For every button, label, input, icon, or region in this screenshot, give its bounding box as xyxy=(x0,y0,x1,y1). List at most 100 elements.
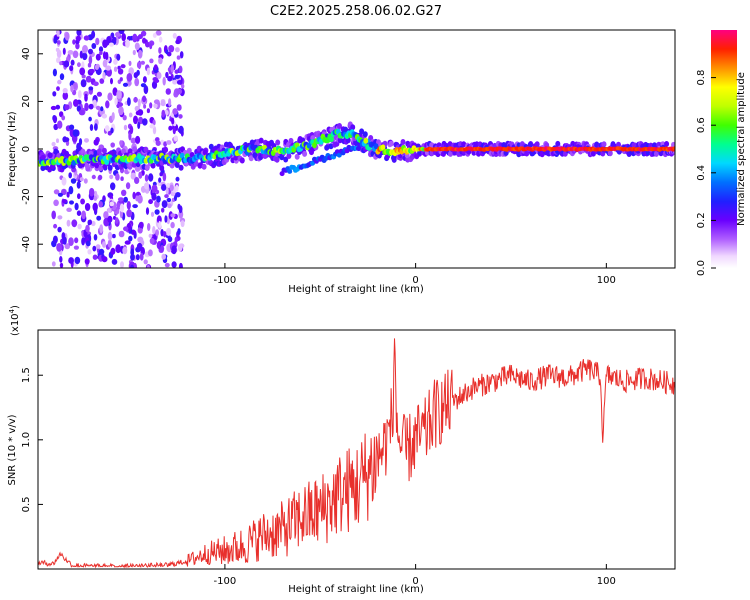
spectrogram-y-tick-label: 40 xyxy=(21,47,32,60)
spectrogram-noise-cell xyxy=(130,264,134,268)
spectrogram-noise-cell xyxy=(146,264,150,268)
spectrogram-noise-cell xyxy=(88,86,94,91)
spectrogram-noise-cell xyxy=(128,112,133,118)
spectrogram-noise-cell xyxy=(136,242,143,251)
spectrogram-halo-cell xyxy=(96,148,102,155)
spectrogram-noise-cell xyxy=(62,47,66,55)
snr-series-line xyxy=(38,338,675,569)
spectrogram-noise-cell xyxy=(56,86,60,91)
spectrogram-noise-cell xyxy=(160,245,165,253)
spectrogram-noise-cell xyxy=(148,249,153,257)
spectrogram-noise-cell xyxy=(79,177,84,182)
snr-x-label: Height of straight line (km) xyxy=(288,584,424,595)
spectrogram-noise-cell xyxy=(59,262,64,268)
spectrogram-noise-cell xyxy=(153,103,158,109)
spectrogram-noise-cell xyxy=(87,62,92,68)
spectrogram-noise-cell xyxy=(161,184,167,191)
snr-x-ticks: -100 0 100 xyxy=(214,564,616,587)
spectrogram-noise-cell xyxy=(99,78,105,84)
spectrogram-noise-cell xyxy=(145,207,150,215)
spectrogram-halo-cell xyxy=(239,157,245,164)
spectrogram-noise-cell xyxy=(72,50,79,59)
spectrogram-noise-cell xyxy=(70,178,77,184)
spectrogram-noise-cell xyxy=(140,60,145,65)
spectrogram-noise-cell xyxy=(104,125,110,132)
spectrogram-noise-cell xyxy=(57,79,62,85)
spectrogram-noise-cell xyxy=(122,82,129,87)
spectrogram-halo-cell xyxy=(201,163,207,170)
spectrogram-noise-cell xyxy=(132,204,138,209)
spectrogram-noise-cell xyxy=(168,98,172,107)
spectrogram-noise-cell xyxy=(142,118,148,126)
spectrogram-noise-cell xyxy=(143,259,148,265)
spectrogram-noise-cell xyxy=(84,102,89,112)
spectrogram-noise-cell xyxy=(161,109,166,118)
spectrogram-noise-cell xyxy=(55,47,60,53)
spectrogram-noise-cell xyxy=(69,200,74,205)
spectrogram-noise-cell xyxy=(135,254,140,261)
spectrogram-noise-cell xyxy=(148,233,153,238)
spectrogram-noise-cell xyxy=(179,51,184,59)
snr-y-tick-label: 0.5 xyxy=(21,496,32,512)
snr-panel: -100 0 100 0.5 1.0 1.5 (x104) Height of stra… xyxy=(7,305,676,595)
spectrogram-noise-cell xyxy=(170,221,175,229)
spectrogram-noise-cell xyxy=(80,79,87,88)
snr-y-ticks: 0.5 1.0 1.5 xyxy=(21,367,43,512)
spectrogram-noise-cell xyxy=(113,66,118,72)
spectrogram-noise-cell xyxy=(144,174,149,182)
spectrogram-noise-cell xyxy=(109,174,114,180)
spectrogram-noise-cell xyxy=(163,141,168,148)
spectrogram-noise-cell xyxy=(125,182,131,190)
spectrogram-noise-cell xyxy=(177,228,181,235)
spectrogram-noise-cell xyxy=(51,141,56,147)
snr-x-tick-label: 100 xyxy=(597,576,616,587)
spectrogram-noise-cell xyxy=(162,76,166,86)
spectrogram-noise-cell xyxy=(95,244,101,249)
spectrogram-noise-cell xyxy=(111,258,118,265)
spectrogram-noise-cell xyxy=(56,138,59,143)
spectrogram-noise-cell xyxy=(56,40,61,45)
spectrogram-noise-cell xyxy=(95,105,101,110)
spectrogram-noise-cell xyxy=(146,67,151,76)
spectrogram-noise-cell xyxy=(52,91,57,97)
spectrogram-halo-cell xyxy=(258,137,264,144)
spectrogram-noise-cell xyxy=(84,93,88,102)
spectrogram-noise-cell xyxy=(171,245,177,255)
spectrogram-noise-cell xyxy=(149,102,153,109)
spectrogram-noise-cell xyxy=(112,233,116,239)
spectrogram-noise-cell xyxy=(165,71,169,79)
spectrogram-noise-cell xyxy=(113,58,118,65)
spectrogram-noise-cell xyxy=(107,215,113,223)
spectrogram-noise-cell xyxy=(161,253,166,260)
spectrogram-noise-cell xyxy=(51,210,56,220)
spectrogram-panel: -100 0 100 -40 -20 0 20 40 Height of straight … xyxy=(7,29,676,295)
spectrogram-noise-cell xyxy=(174,74,181,79)
spectrogram-halo-cell xyxy=(178,164,184,171)
spectrogram-noise-cell xyxy=(77,90,82,99)
spectrogram-noise-cell xyxy=(176,55,181,60)
spectrogram-noise-cell xyxy=(162,172,167,182)
spectrogram-halo-cell xyxy=(144,164,150,171)
spectrogram-ridge-cell xyxy=(104,159,110,165)
spectrogram-noise-cell xyxy=(175,192,181,198)
spectrogram-noise-cell xyxy=(137,98,141,108)
spectrogram-noise-cell xyxy=(160,229,164,237)
spectrogram-noise-cell xyxy=(135,135,141,144)
spectrogram-branch-cell xyxy=(310,160,316,166)
snr-x-tick-label: 0 xyxy=(412,576,418,587)
colorbar-gradient xyxy=(711,30,737,268)
spectrogram-ridge-cell xyxy=(363,137,369,144)
spectrogram-noise-cell xyxy=(159,172,163,177)
spectrogram-noise-cell xyxy=(143,85,149,95)
spectrogram-halo-cell xyxy=(350,124,356,131)
spectrogram-y-tick-label: 0 xyxy=(21,146,32,152)
spectrogram-halo-cell xyxy=(132,146,138,153)
spectrogram-noise-cell xyxy=(172,108,178,115)
colorbar-tick-label: 0.2 xyxy=(696,212,707,228)
spectrogram-noise-cell xyxy=(109,201,115,207)
spectrogram-noise-cell xyxy=(66,207,72,212)
spectrogram-ridge-cell xyxy=(329,136,334,143)
spectrogram-noise-cell xyxy=(73,99,79,107)
spectrogram-noise-cell xyxy=(118,30,125,35)
spectrogram-halo-cell xyxy=(362,131,368,138)
